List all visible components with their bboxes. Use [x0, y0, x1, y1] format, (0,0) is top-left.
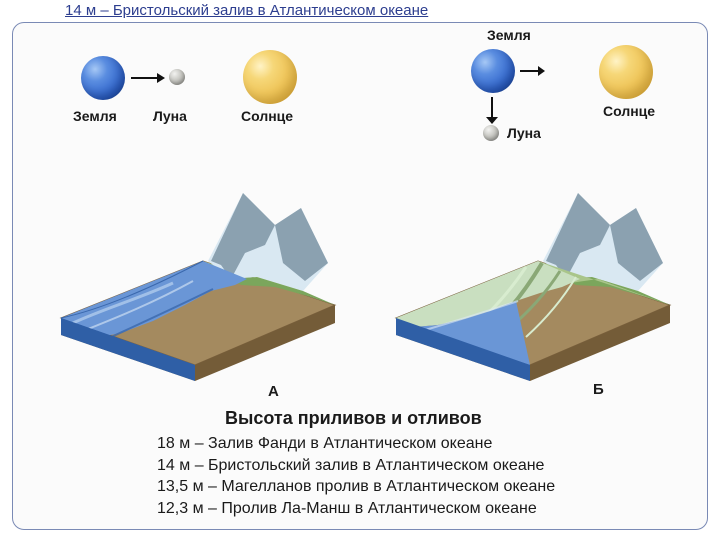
terrain-block-b	[378, 153, 678, 383]
moon-icon	[169, 69, 185, 85]
earth-icon	[81, 56, 125, 100]
tide-item: 18 м – Залив Фанди в Атлантическом океан…	[157, 433, 555, 455]
tide-item: 13,5 м – Магелланов пролив в Атлантическ…	[157, 476, 555, 498]
panel-label-a: А	[268, 383, 279, 400]
earth-label: Земля	[73, 108, 117, 124]
header-link[interactable]: 14 м – Бристольский залив в Атлантическо…	[65, 2, 428, 19]
panel-label-b: Б	[593, 381, 604, 398]
earth-label: Земля	[487, 27, 531, 43]
arrow-b-h-head	[538, 66, 545, 76]
arrow-a-head	[157, 73, 165, 83]
sun-label: Солнце	[241, 108, 293, 124]
sun-label: Солнце	[603, 103, 655, 119]
moon-label: Луна	[507, 125, 541, 141]
celestial-group-b: Земля Луна Солнце	[393, 23, 693, 153]
sun-icon	[599, 45, 653, 99]
arrow-b-v-head	[486, 117, 498, 124]
arrow-b-v	[491, 97, 493, 117]
diagram-frame: Земля Луна Солнце Земля Луна Солнце	[12, 22, 708, 530]
terrain-svg-b	[378, 153, 678, 383]
sun-icon	[243, 50, 297, 104]
tide-item: 14 м – Бристольский залив в Атлантическо…	[157, 455, 555, 477]
terrain-svg-a	[43, 153, 343, 383]
earth-icon	[471, 49, 515, 93]
tide-title: Высота приливов и отливов	[225, 408, 482, 429]
moon-label: Луна	[153, 108, 187, 124]
tide-item: 12,3 м – Пролив Ла-Манш в Атлантическом …	[157, 498, 555, 520]
tide-list: 18 м – Залив Фанди в Атлантическом океан…	[157, 433, 555, 519]
terrain-block-a	[43, 153, 343, 383]
arrow-b-h	[520, 70, 538, 72]
moon-icon	[483, 125, 499, 141]
celestial-group-a: Земля Луна Солнце	[53, 38, 353, 158]
arrow-a	[131, 77, 157, 79]
